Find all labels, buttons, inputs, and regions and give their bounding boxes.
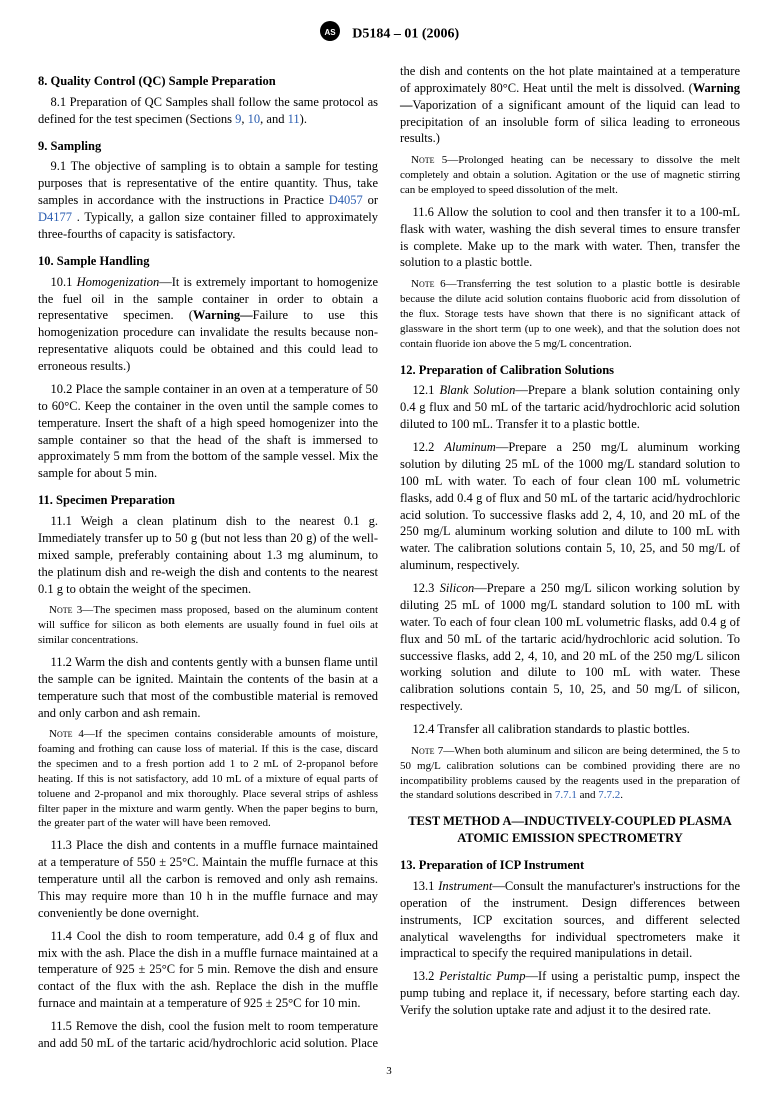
note-6: Note 6—Transferring the test solution to… <box>400 277 740 351</box>
para-13-1: 13.1 Instrument—Consult the manufacturer… <box>400 878 740 962</box>
section-13-title: 13. Preparation of ICP Instrument <box>400 857 740 874</box>
link-d4057[interactable]: D4057 <box>329 193 363 207</box>
para-8-1: 8.1 Preparation of QC Samples shall foll… <box>38 94 378 128</box>
body-columns: 8. Quality Control (QC) Sample Preparati… <box>38 63 740 1052</box>
para-12-1: 12.1 Blank Solution—Prepare a blank solu… <box>400 382 740 433</box>
astm-logo: AS <box>319 20 341 49</box>
para-12-2: 12.2 Aluminum—Prepare a 250 mg/L aluminu… <box>400 439 740 574</box>
page-number: 3 <box>38 1064 740 1079</box>
para-12-3: 12.3 Silicon—Prepare a 250 mg/L silicon … <box>400 580 740 715</box>
link-sec-11[interactable]: 11 <box>288 112 300 126</box>
para-11-2: 11.2 Warm the dish and contents gently w… <box>38 654 378 722</box>
para-10-2: 10.2 Place the sample container in an ov… <box>38 381 378 482</box>
para-11-4: 11.4 Cool the dish to room temperature, … <box>38 928 378 1012</box>
note-7: Note 7—When both aluminum and silicon ar… <box>400 744 740 803</box>
link-sec-9[interactable]: 9 <box>235 112 241 126</box>
para-11-3: 11.3 Place the dish and contents in a mu… <box>38 837 378 921</box>
para-10-1: 10.1 Homogenization—It is extremely impo… <box>38 274 378 375</box>
para-12-4: 12.4 Transfer all calibration standards … <box>400 721 740 738</box>
link-771[interactable]: 7.7.1 <box>555 789 577 801</box>
section-10-title: 10. Sample Handling <box>38 253 378 270</box>
para-11-1: 11.1 Weigh a clean platinum dish to the … <box>38 513 378 597</box>
link-772[interactable]: 7.7.2 <box>598 789 620 801</box>
doc-id: D5184 – 01 (2006) <box>352 27 459 42</box>
link-sec-10[interactable]: 10 <box>248 112 261 126</box>
section-8-title: 8. Quality Control (QC) Sample Preparati… <box>38 73 378 90</box>
page-header: AS D5184 – 01 (2006) <box>38 20 740 49</box>
section-9-title: 9. Sampling <box>38 138 378 155</box>
link-d4177[interactable]: D4177 <box>38 210 72 224</box>
para-13-2: 13.2 Peristaltic Pump—If using a perista… <box>400 968 740 1019</box>
note-3: Note 3—The specimen mass proposed, based… <box>38 603 378 648</box>
section-11-title: 11. Specimen Preparation <box>38 492 378 509</box>
note-4: Note 4—If the specimen contains consider… <box>38 727 378 831</box>
section-12-title: 12. Preparation of Calibration Solutions <box>400 362 740 379</box>
svg-text:AS: AS <box>324 28 336 37</box>
para-9-1: 9.1 The objective of sampling is to obta… <box>38 158 378 242</box>
para-11-6: 11.6 Allow the solution to cool and then… <box>400 204 740 272</box>
note-5: Note 5—Prolonged heating can be necessar… <box>400 153 740 198</box>
method-a-title: TEST METHOD A—INDUCTIVELY-COUPLED PLASMA… <box>400 813 740 847</box>
